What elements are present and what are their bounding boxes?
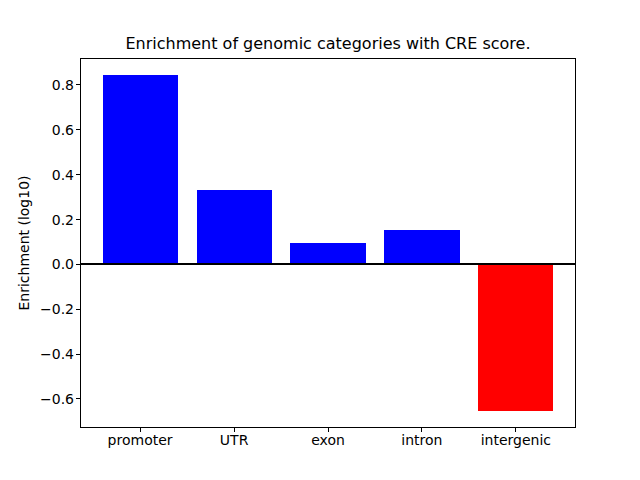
bar-intergenic — [478, 264, 553, 411]
y-tick-mark — [76, 354, 80, 355]
y-tick-label: −0.6 — [28, 390, 74, 408]
bar-intron — [384, 230, 459, 265]
y-tick-mark — [76, 174, 80, 175]
bar-UTR — [197, 190, 272, 264]
y-tick-mark — [76, 398, 80, 399]
y-tick-label: −0.4 — [28, 345, 74, 363]
y-tick-mark — [76, 129, 80, 130]
chart-title: Enrichment of genomic categories with CR… — [80, 34, 576, 54]
y-tick-mark — [76, 84, 80, 85]
y-axis-label: Enrichment (log10) — [14, 58, 34, 428]
bar-exon — [290, 243, 365, 264]
y-tick-label: 0.4 — [28, 166, 74, 184]
y-tick-mark — [76, 309, 80, 310]
y-tick-label: −0.2 — [28, 300, 74, 318]
bar-chart-figure: Enrichment of genomic categories with CR… — [0, 0, 640, 480]
plot-area — [80, 58, 576, 428]
y-tick-label: 0.8 — [28, 76, 74, 94]
y-tick-label: 0.6 — [28, 121, 74, 139]
y-tick-label: 0.0 — [28, 255, 74, 273]
y-tick-label: 0.2 — [28, 211, 74, 229]
bar-promoter — [103, 75, 178, 265]
y-tick-mark — [76, 219, 80, 220]
zero-line — [80, 263, 576, 265]
x-tick-label-intergenic: intergenic — [456, 432, 576, 448]
